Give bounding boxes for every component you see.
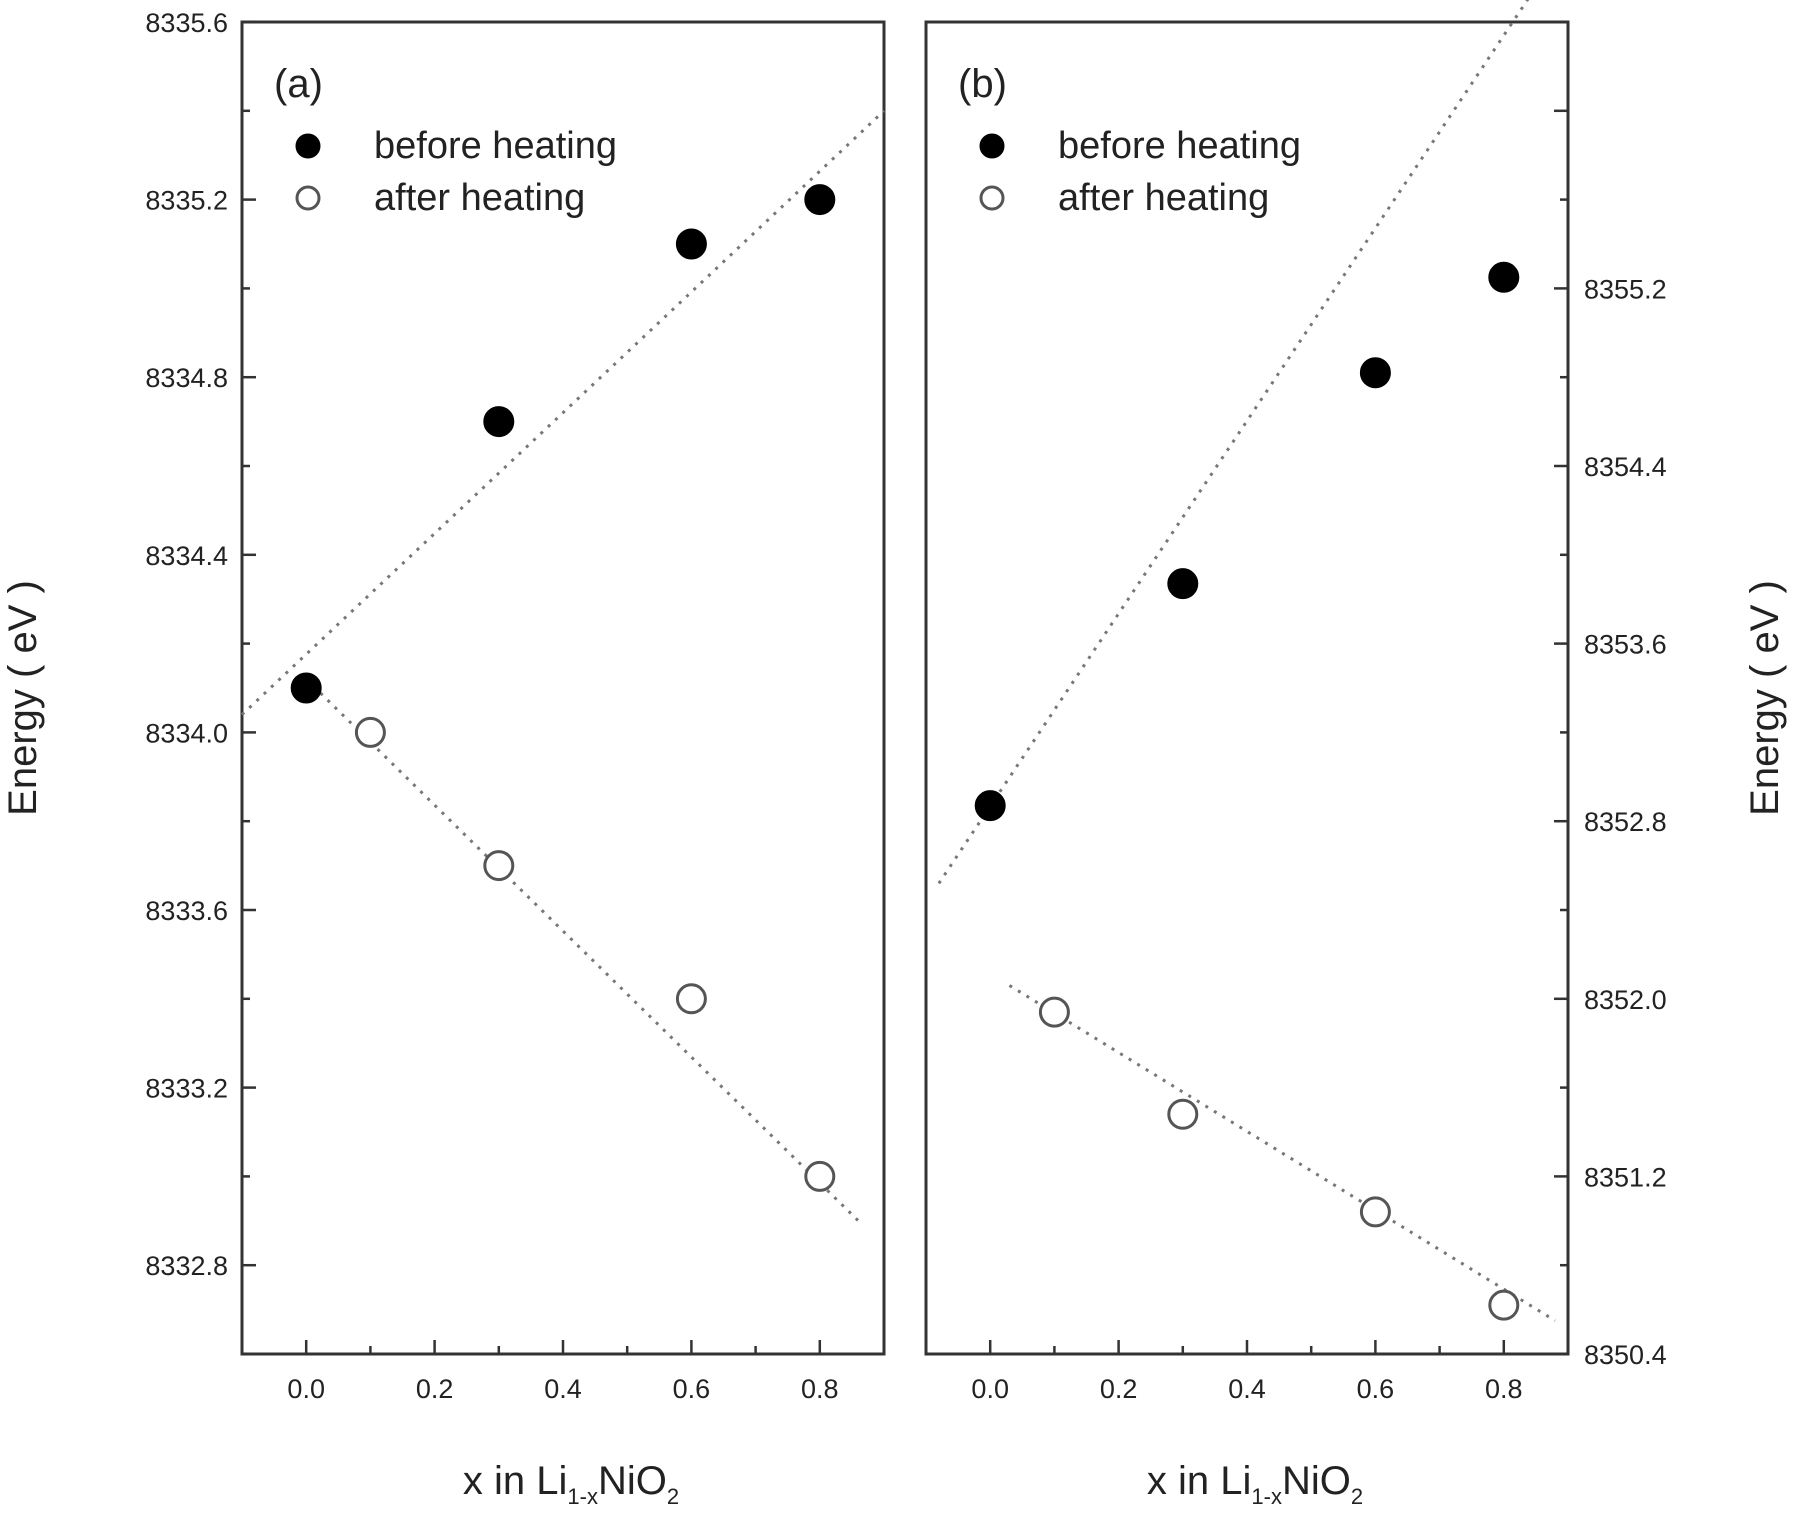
x-tick-label: 0.8 bbox=[1485, 1374, 1523, 1404]
x-tick-label: 0.0 bbox=[287, 1374, 325, 1404]
data-point-after-heating bbox=[1359, 1196, 1391, 1228]
data-point-after-heating bbox=[483, 850, 515, 882]
x-tick-label: 0.4 bbox=[1228, 1374, 1266, 1404]
fit-line bbox=[937, 0, 1530, 885]
legend-marker-before-heating bbox=[979, 133, 1005, 159]
data-point-after-heating bbox=[354, 716, 386, 748]
y-tick-label: 8354.4 bbox=[1584, 452, 1667, 482]
x-tick-label: 0.4 bbox=[544, 1374, 582, 1404]
y-tick-label: 8353.6 bbox=[1584, 630, 1667, 660]
data-point-after-heating bbox=[1167, 1098, 1199, 1130]
legend-marker-after-heating bbox=[295, 185, 321, 211]
data-point-after-heating bbox=[1038, 996, 1070, 1028]
x-axis-title: x in Li1-xNiO2 bbox=[463, 1459, 679, 1509]
legend-label: before heating bbox=[1058, 125, 1301, 167]
y-axis-title: Energy ( eV ) bbox=[1743, 580, 1787, 816]
legend-marker-before-heating bbox=[295, 133, 321, 159]
x-axis-title-part: x in Li bbox=[1147, 1459, 1252, 1503]
y-tick-label: 8334.8 bbox=[145, 363, 228, 393]
x-tick-label: 0.6 bbox=[673, 1374, 711, 1404]
data-point-before-heating bbox=[1167, 568, 1199, 600]
data-point-before-heating bbox=[675, 228, 707, 260]
x-axis-title-subscript: 2 bbox=[1351, 1484, 1363, 1509]
data-point-before-heating bbox=[290, 672, 322, 704]
y-tick-label: 8335.2 bbox=[145, 186, 228, 216]
y-axis-title: Energy ( eV ) bbox=[1, 580, 45, 816]
y-tick-label: 8350.4 bbox=[1584, 1340, 1667, 1370]
y-tick-label: 8333.2 bbox=[145, 1074, 228, 1104]
data-point-after-heating bbox=[675, 983, 707, 1015]
legend-label: after heating bbox=[1058, 177, 1269, 219]
data-point-before-heating bbox=[1359, 357, 1391, 389]
y-tick-label: 8334.4 bbox=[145, 541, 228, 571]
data-point-after-heating bbox=[1488, 1289, 1520, 1321]
x-tick-label: 0.2 bbox=[416, 1374, 454, 1404]
y-tick-label: 8334.0 bbox=[145, 718, 228, 748]
panel-a: 0.0 0.2 0.4 0.6 0.8 8332.8 8333.2 8333.6 8334.0 8… bbox=[1, 8, 886, 1509]
legend-marker-after-heating bbox=[979, 185, 1005, 211]
fit-line bbox=[1008, 984, 1556, 1322]
x-axis-title-part: NiO bbox=[1282, 1459, 1351, 1503]
x-axis-title: x in Li1-xNiO2 bbox=[1147, 1459, 1363, 1509]
x-tick-label: 0.2 bbox=[1100, 1374, 1138, 1404]
plot-frame bbox=[240, 20, 886, 1356]
x-tick-label: 0.0 bbox=[971, 1374, 1009, 1404]
data-point-before-heating bbox=[1488, 261, 1520, 293]
y-tick-label: 8351.2 bbox=[1584, 1162, 1667, 1192]
x-axis-title-subscript: 1-x bbox=[1251, 1484, 1282, 1509]
x-axis-title-subscript: 2 bbox=[667, 1484, 679, 1509]
x-axis-title-part: NiO bbox=[598, 1459, 667, 1503]
x-tick-label: 0.8 bbox=[801, 1374, 839, 1404]
y-tick-label: 8352.8 bbox=[1584, 807, 1667, 837]
x-tick-label: 0.6 bbox=[1357, 1374, 1395, 1404]
data-point-before-heating bbox=[804, 184, 836, 216]
x-axis-title-part: x in Li bbox=[463, 1459, 568, 1503]
panel-label: (a) bbox=[274, 62, 323, 106]
legend-label: after heating bbox=[374, 177, 585, 219]
y-tick-label: 8355.2 bbox=[1584, 274, 1667, 304]
y-tick-label: 8335.6 bbox=[145, 8, 228, 38]
y-tick-label: 8333.6 bbox=[145, 896, 228, 926]
fit-line bbox=[240, 109, 886, 716]
panel-b: 0.0 0.2 0.4 0.6 0.8 8350.4 8351.2 8352.0 8352.8 8… bbox=[924, 0, 1787, 1509]
plot-frame bbox=[924, 20, 1570, 1356]
y-tick-label: 8332.8 bbox=[145, 1251, 228, 1281]
legend-label: before heating bbox=[374, 125, 617, 167]
panel-label: (b) bbox=[958, 62, 1007, 106]
y-tick-label: 8352.0 bbox=[1584, 985, 1667, 1015]
data-point-before-heating bbox=[974, 790, 1006, 822]
fit-line bbox=[305, 678, 860, 1222]
data-point-before-heating bbox=[483, 406, 515, 438]
x-axis-title-subscript: 1-x bbox=[567, 1484, 598, 1509]
data-point-after-heating bbox=[804, 1160, 836, 1192]
